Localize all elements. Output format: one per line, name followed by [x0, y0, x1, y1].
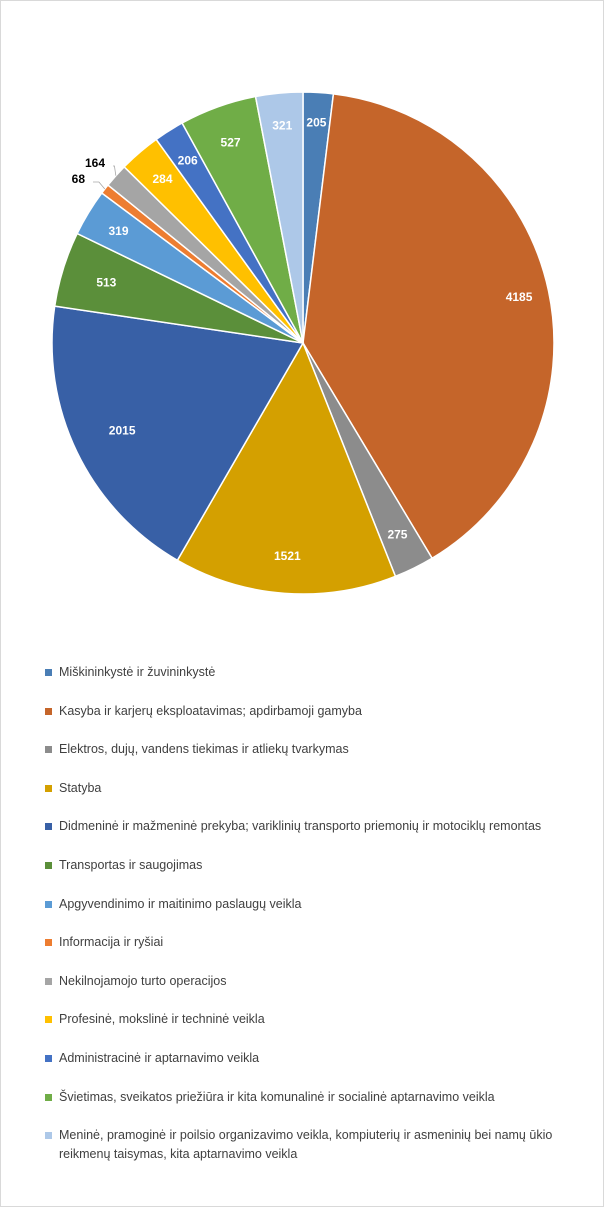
- legend-item-10: Administracinė ir aptarnavimo veikla: [45, 1049, 590, 1068]
- legend-item-2: Elektros, dujų, vandens tiekimas ir atli…: [45, 740, 590, 759]
- legend-label-11: Švietimas, sveikatos priežiūra ir kita k…: [59, 1089, 495, 1104]
- pie-slices: [51, 91, 555, 595]
- legend-swatch-9: [45, 1016, 52, 1024]
- data-label-1: 4185: [506, 290, 533, 304]
- legend-item-5: Transportas ir saugojimas: [45, 856, 590, 875]
- data-label-6: 319: [108, 224, 128, 238]
- legend-swatch-4: [45, 823, 52, 831]
- legend-label-0: Miškininkystė ir žuvininkystė: [59, 665, 216, 679]
- legend-label-2: Elektros, dujų, vandens tiekimas ir atli…: [59, 742, 349, 757]
- legend: Miškininkystė ir žuvininkystė Kasyba ir k…: [45, 663, 590, 1184]
- leader-lines: [93, 165, 117, 190]
- legend-label-5: Transportas ir saugojimas: [59, 857, 203, 872]
- legend-swatch-11: [45, 1093, 52, 1101]
- legend-swatch-2: [45, 746, 52, 754]
- legend-item-3: Statyba: [45, 779, 590, 798]
- legend-label-6: Apgyvendinimo ir maitinimo paslaugų veik…: [59, 896, 302, 911]
- data-label-8: 164: [85, 156, 105, 170]
- leader-line-8: [113, 165, 117, 176]
- legend-item-8: Nekilnojamojo turto operacijos: [45, 972, 590, 991]
- leader-line-7: [93, 181, 106, 190]
- legend-label-4: Didmeninė ir mažmeninė prekyba; variklin…: [59, 819, 542, 834]
- legend-label-8: Nekilnojamojo turto operacijos: [59, 973, 227, 988]
- pie-slice-3: [176, 341, 397, 595]
- data-label-4: 2015: [109, 423, 136, 437]
- data-labels: 205 4185 275 1521 2015 513 319 68 164 284 206 527 32…: [72, 116, 533, 563]
- legend-swatch-6: [45, 900, 52, 908]
- data-label-2: 275: [387, 527, 407, 541]
- legend-item-12: Meninė, pramoginė ir poilsio organizavim…: [45, 1126, 590, 1164]
- legend-label-10: Administracinė ir aptarnavimo veikla: [59, 1050, 260, 1065]
- pie-slice-1: [302, 93, 555, 560]
- data-label-0: 205: [306, 116, 326, 130]
- legend-label-3: Statyba: [59, 780, 102, 795]
- legend-item-11: Švietimas, sveikatos priežiūra ir kita k…: [45, 1088, 590, 1107]
- data-label-5: 513: [96, 275, 116, 289]
- legend-swatch-10: [45, 1054, 52, 1062]
- data-label-10: 206: [178, 154, 198, 168]
- legend-item-0: Miškininkystė ir žuvininkystė: [45, 663, 590, 682]
- legend-label-12: Meninė, pramoginė ir poilsio organizavim…: [59, 1128, 553, 1162]
- data-label-12: 321: [272, 119, 292, 133]
- pie-slice-12: [254, 91, 304, 344]
- legend-swatch-7: [45, 939, 52, 947]
- legend-label-7: Informacija ir ryšiai: [59, 935, 164, 950]
- legend-label-9: Profesinė, mokslinė ir techninė veikla: [59, 1012, 265, 1027]
- legend-item-6: Apgyvendinimo ir maitinimo paslaugų veik…: [45, 895, 590, 914]
- legend-swatch-5: [45, 861, 52, 869]
- legend-item-1: Kasyba ir karjerų eksploatavimas; apdirb…: [45, 702, 590, 721]
- data-label-3: 1521: [274, 549, 301, 563]
- data-label-7: 68: [72, 172, 86, 186]
- legend-swatch-3: [45, 784, 52, 792]
- data-label-11: 527: [221, 135, 241, 149]
- legend-swatch-1: [45, 707, 52, 715]
- legend-swatch-8: [45, 977, 52, 985]
- pie-slice-4: [51, 305, 305, 562]
- legend-item-7: Informacija ir ryšiai: [45, 933, 590, 952]
- legend-item-9: Profesinė, mokslinė ir techninė veikla: [45, 1010, 590, 1029]
- legend-label-1: Kasyba ir karjerų eksploatavimas; apdirb…: [59, 703, 362, 718]
- legend-swatch-12: [45, 1132, 52, 1140]
- data-label-9: 284: [152, 172, 172, 186]
- legend-item-4: Didmeninė ir mažmeninė prekyba; variklin…: [45, 817, 590, 836]
- legend-swatch-0: [45, 669, 52, 676]
- pie-chart: 205 4185 275 1521 2015 513 319 68 164 284 206 527 32…: [51, 91, 555, 595]
